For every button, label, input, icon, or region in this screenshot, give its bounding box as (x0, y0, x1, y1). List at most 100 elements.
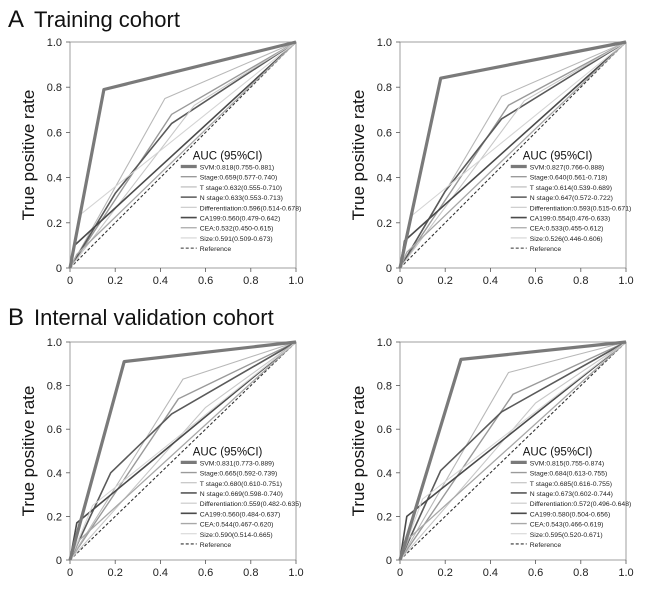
y-tick-label: 0.6 (377, 424, 392, 436)
x-tick-label: 0.2 (438, 567, 453, 579)
legend-entry-differentiation: Differentiation:0.572(0.496-0.648) (510, 501, 632, 508)
y-axis-label: True positive rate (19, 386, 38, 517)
legend-entry-t-stage: T stage:0.632(0.555-0.710) (180, 185, 282, 192)
legend-entry-stage: Stage:0.640(0.561-0.718) (510, 175, 607, 182)
legend-entry-reference: Reference (510, 246, 561, 253)
x-tick-label: 0.4 (483, 567, 498, 579)
legend-entry-ca199: CA199:0.560(0.484-0.637) (180, 511, 280, 518)
roc-chart-training-right: 00 0.2 0.2 0.4 0.4 0.6 0.6 0.8 0.8 1.0 1.0 True pos… (349, 37, 634, 287)
y-tick-label: 0.2 (377, 511, 392, 523)
x-tick-label: 1.0 (618, 275, 633, 287)
x-tick-label: 1.0 (288, 275, 303, 287)
series-line-differentiation (399, 341, 627, 561)
plot-frame (69, 41, 297, 269)
legend-entry-n-stage: N stage:0.647(0.572-0.722) (510, 195, 613, 202)
legend-label: Differentiation:0.593(0.515-0.671) (530, 205, 632, 212)
series-line-stage (69, 341, 297, 561)
y-tick-label: 0 (386, 263, 392, 275)
legend-entry-n-stage: N stage:0.673(0.602-0.744) (510, 491, 613, 498)
legend-entry-t-stage: T stage:0.680(0.610-0.751) (180, 481, 282, 488)
plot-frame (399, 41, 627, 269)
series-line-reference (399, 341, 627, 561)
legend-entry-stage: Stage:0.684(0.613-0.755) (510, 471, 607, 478)
legend-entry-stage: Stage:0.665(0.592-0.739) (180, 471, 277, 478)
legend-label: Differentiation:0.572(0.496-0.648) (530, 501, 632, 508)
x-tick-label: 0.8 (573, 275, 588, 287)
section-b-title: Internal validation cohort (34, 305, 274, 330)
legend-entry-reference: Reference (180, 246, 232, 253)
y-tick-label: 0.4 (377, 468, 392, 480)
y-tick-label: 0.4 (47, 173, 62, 185)
legend-label: Stage:0.659(0.577-0.740) (200, 175, 277, 182)
series-line-reference (69, 341, 297, 561)
y-tick-label: 0.8 (377, 381, 392, 393)
legend-label: CA199:0.560(0.479-0.642) (200, 216, 280, 223)
legend-entry-size: Size:0.590(0.514-0.665) (180, 532, 273, 539)
series-line-svm (68, 340, 297, 561)
series-line-n-stage (399, 41, 627, 269)
x-tick-label: 0.4 (153, 567, 168, 579)
series-line-svm (398, 40, 627, 269)
legend-entry-n-stage: N stage:0.669(0.598-0.740) (180, 491, 283, 498)
series-line-svm (398, 340, 627, 561)
y-axis-label: True positive rate (349, 90, 368, 221)
series-line-differentiation (69, 41, 297, 269)
legend-entry-n-stage: N stage:0.633(0.553-0.713) (180, 195, 283, 202)
series-line-t-stage (69, 341, 297, 561)
legend-label: Reference (200, 246, 232, 253)
y-tick-label: 0.4 (47, 468, 62, 480)
legend-label: Size:0.595(0.520-0.671) (530, 532, 603, 539)
y-tick-label: 0 (56, 555, 62, 567)
legend-entry-stage: Stage:0.659(0.577-0.740) (180, 175, 277, 182)
legend-entry-svm: SVM:0.831(0.773-0.889) (180, 460, 274, 467)
legend-label: SVM:0.831(0.773-0.889) (200, 460, 274, 467)
legend-label: CEA:0.532(0.450-0.615) (200, 226, 274, 233)
x-tick-label: 0.6 (198, 567, 213, 579)
y-tick-label: 1.0 (377, 337, 392, 349)
legend-entry-t-stage: T stage:0.614(0.539-0.689) (510, 185, 612, 192)
legend-entry-size: Size:0.526(0.446-0.606) (510, 236, 603, 243)
y-tick-label: 0.8 (377, 82, 392, 94)
x-tick-label: 0 (67, 275, 73, 287)
legend-label: CA199:0.580(0.504-0.656) (530, 511, 611, 518)
y-axis-label: True positive rate (349, 386, 368, 517)
x-tick-label: 0.6 (528, 275, 543, 287)
legend-label: CEA:0.544(0.467-0.620) (200, 522, 274, 529)
roc-chart-training-left: 00 0.2 0.2 0.4 0.4 0.6 0.6 0.8 0.8 1.0 1.0 True pos… (19, 37, 304, 287)
series-line-stage (399, 41, 627, 269)
legend-label: Reference (200, 542, 232, 549)
x-tick-label: 0 (397, 275, 403, 287)
y-tick-label: 1.0 (377, 37, 392, 49)
x-tick-label: 0.6 (528, 567, 543, 579)
series-line-svm (68, 40, 297, 269)
y-tick-label: 0.2 (377, 218, 392, 230)
roc-chart-validation-right: 00 0.2 0.2 0.4 0.4 0.6 0.6 0.8 0.8 1.0 1.0 True pos… (349, 337, 634, 579)
legend-entry-reference: Reference (510, 542, 562, 549)
section-a-title: Training cohort (34, 7, 180, 32)
legend-entry-size: Size:0.595(0.520-0.671) (510, 532, 603, 539)
legend-label: T stage:0.680(0.610-0.751) (200, 481, 282, 488)
x-tick-label: 0.2 (108, 275, 123, 287)
y-tick-label: 0.2 (47, 511, 62, 523)
legend-entry-cea: CEA:0.543(0.466-0.619) (510, 522, 604, 529)
legend-label: N stage:0.673(0.602-0.744) (530, 491, 613, 498)
series-line-differentiation (69, 341, 297, 561)
legend-label: Differentiation:0.596(0.514-0.678) (200, 205, 302, 212)
y-tick-label: 0 (386, 555, 392, 567)
legend-label: N stage:0.633(0.553-0.713) (200, 195, 283, 202)
legend-entry-reference: Reference (180, 542, 232, 549)
legend-label: Reference (530, 542, 562, 549)
legend-label: CA199:0.554(0.476-0.633) (530, 216, 611, 223)
legend-label: N stage:0.647(0.572-0.722) (530, 195, 613, 202)
legend-label: T stage:0.632(0.555-0.710) (200, 185, 282, 192)
legend-entry-svm: SVM:0.827(0.766-0.888) (510, 165, 604, 172)
legend-label: CEA:0.543(0.466-0.619) (530, 522, 604, 529)
section-a-letter: A (8, 6, 25, 33)
y-tick-label: 0.6 (377, 127, 392, 139)
x-tick-label: 0 (397, 567, 403, 579)
legend-label: Differentiation:0.559(0.482-0.635) (200, 501, 302, 508)
legend-label: Stage:0.640(0.561-0.718) (530, 175, 607, 182)
y-axis-label: True positive rate (19, 90, 38, 221)
y-tick-label: 1.0 (47, 37, 62, 49)
series-line-ca199 (399, 341, 627, 561)
